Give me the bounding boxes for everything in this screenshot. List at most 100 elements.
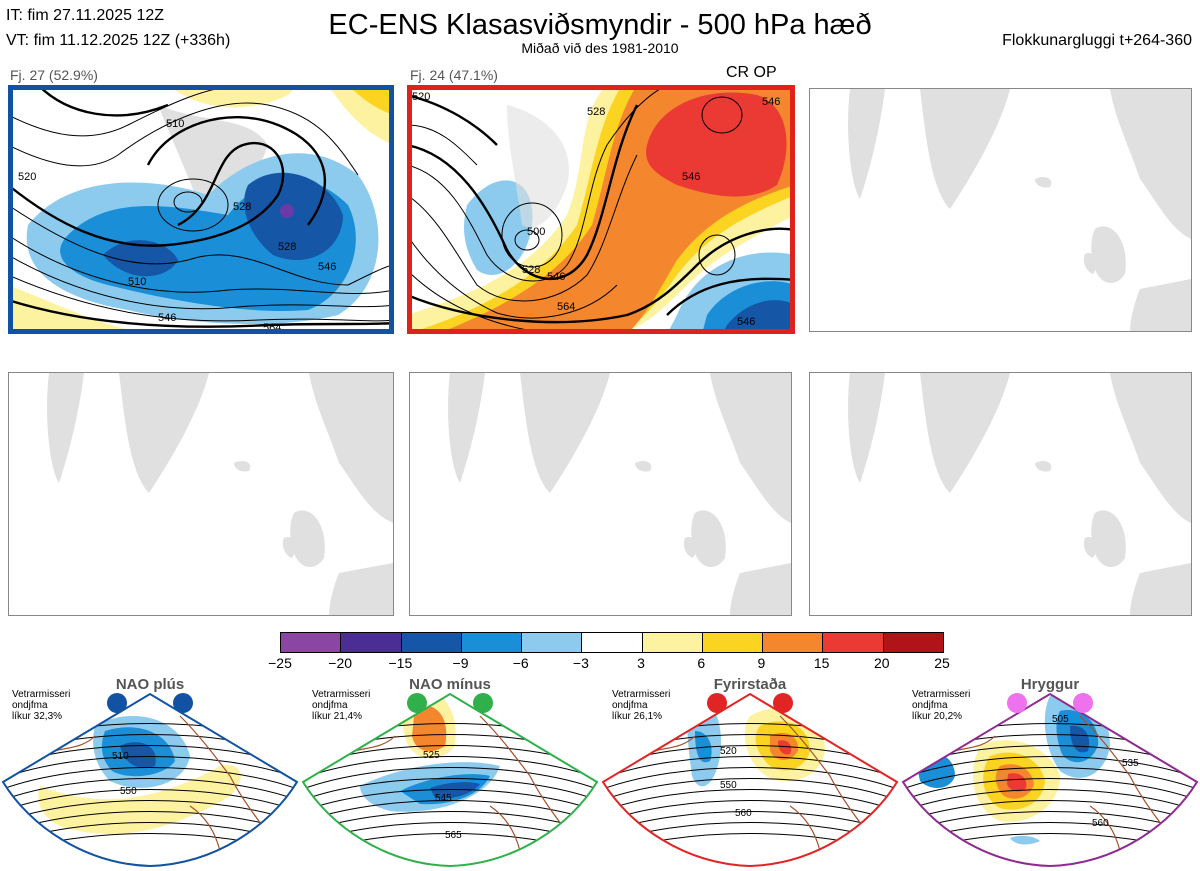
chart-subtitle: Miðað við des 1981-2010: [521, 40, 679, 56]
regime-title: Hryggur: [1020, 676, 1080, 693]
regime-panel: 510 550 NAO plús Vetrarmisseri ondjfma líkur …: [0, 676, 300, 871]
contour-label: 528: [233, 201, 251, 213]
regime-contour-label: 545: [435, 793, 452, 804]
colorbar-tick-label: 9: [757, 655, 766, 671]
colorbar-tick-label: 15: [813, 655, 830, 671]
regime-probability-note: Vetrarmisseri ondjfma líkur 20,2%: [912, 689, 992, 722]
contour-label: 528: [522, 264, 540, 276]
colorbar-swatch: [822, 633, 883, 652]
empty-cluster-map: [409, 372, 792, 616]
cluster-1-map: 510 520 528 528 546 546 564 510: [8, 85, 394, 334]
regime-contour-label: 560: [1092, 818, 1109, 829]
regime-contour-label: 505: [1052, 714, 1069, 725]
regime-probability-note: Vetrarmisseri ondjfma líkur 21,4%: [312, 689, 392, 722]
regime-contour-label: 510: [112, 751, 129, 762]
cluster-2-map: 528 546 500 528 546 564 546 520 546: [407, 85, 795, 334]
regime-note-line: Vetrarmisseri: [312, 689, 371, 700]
contour-line: [303, 767, 597, 791]
regime-marker-dot: [473, 693, 493, 713]
colorbar-tick-label: −6: [512, 655, 529, 671]
contour-label: 528: [587, 106, 605, 118]
valid-time-label: VT: fim 11.12.2025 12Z (+336h): [6, 32, 231, 49]
anomaly-area: [695, 731, 712, 763]
regime-marker-dot: [1073, 693, 1093, 713]
contour-label: 546: [737, 316, 755, 328]
colorbar-tick-label: −3: [572, 655, 589, 671]
contour-line: [903, 789, 1197, 813]
regime-contour-label: 525: [423, 750, 440, 761]
regime-contour-label: 550: [120, 786, 137, 797]
contour-label: 510: [166, 118, 184, 130]
regime-contour-label: 535: [1122, 758, 1139, 769]
empty-cluster-map: [8, 372, 394, 616]
cluster-1-label: Fj. 27 (52.9%): [10, 67, 98, 83]
colorbar-tick-label: 3: [637, 655, 645, 671]
contour-line: [303, 778, 597, 802]
contour-label: 510: [128, 276, 146, 288]
colorbar-tick-labels: −25 −20 −15 −9 −6 −3 3 6 9 15 20 25: [268, 655, 950, 673]
regime-contour-label: 560: [735, 808, 752, 819]
anomaly-area: [412, 705, 447, 752]
regime-note-line: líkur 20,2%: [912, 711, 963, 722]
classification-window-label: Flokkunargluggi t+264-360: [1002, 32, 1192, 49]
regime-note-line: líkur 21,4%: [312, 711, 363, 722]
contour-label: 500: [527, 226, 545, 238]
contour-line: [603, 756, 897, 780]
regime-map: 520 550 560: [601, 692, 899, 868]
contour-label: 546: [762, 96, 780, 108]
colorbar-swatch: [641, 633, 702, 652]
empty-cluster-map: [809, 372, 1192, 616]
regime-title: Fyrirstaða: [713, 676, 787, 693]
colorbar-swatch: [460, 633, 522, 652]
colorbar-tick-label: −9: [452, 655, 469, 671]
colorbar-swatch: [281, 633, 341, 652]
contour-line: [303, 789, 597, 813]
regime-frame: [301, 692, 599, 868]
contour-line: [3, 756, 297, 780]
anomaly-area: [778, 740, 792, 755]
cluster-2-label: Fj. 24 (47.1%): [410, 67, 498, 83]
colorbar-tick-label: −25: [268, 655, 292, 671]
contour-label: 546: [158, 312, 176, 324]
contour-label: 520: [412, 91, 430, 103]
colorbar-swatch: [882, 633, 943, 652]
empty-cluster-map: [809, 88, 1192, 332]
anomaly-area: [1010, 835, 1040, 845]
contour-line: [603, 778, 897, 802]
regime-note-line: líkur 26,1%: [612, 711, 663, 722]
regime-note-line: ondjfma: [12, 700, 48, 711]
colorbar-swatch: [521, 633, 582, 652]
contour-line: [903, 778, 1197, 802]
contour-label: 546: [682, 171, 700, 183]
chart-title: EC-ENS Klasasviðsmyndir - 500 hPa hæð: [328, 9, 872, 41]
contour-label: 528: [278, 241, 296, 253]
regime-contour-label: 550: [720, 780, 737, 791]
regime-contour-label: 520: [720, 746, 737, 757]
regime-panel: 505 535 560 Hryggur Vetrarmisseri ondjfma líku…: [900, 676, 1200, 871]
regime-probability-note: Vetrarmisseri ondjfma líkur 26,1%: [612, 689, 692, 722]
regime-contour-label: 565: [445, 830, 462, 841]
contour-label: 546: [547, 271, 565, 283]
contour-line: [3, 767, 297, 791]
regime-note-line: ondjfma: [312, 700, 348, 711]
colorbar: [280, 632, 944, 653]
colorbar-swatch: [581, 633, 642, 652]
colorbar-swatch: [340, 633, 401, 652]
regime-map: 510 550: [1, 692, 299, 868]
regime-note-line: ondjfma: [612, 700, 648, 711]
contour-line: [303, 800, 597, 824]
colorbar-tick-label: −20: [328, 655, 353, 671]
colorbar-swatch: [400, 633, 461, 652]
contour-line: [603, 789, 897, 813]
regime-title: NAO plús: [115, 676, 185, 693]
regime-map: 505 535 560: [901, 692, 1199, 868]
regime-frame: [901, 692, 1199, 868]
contour-line: [903, 800, 1197, 824]
regime-marker-dot: [707, 693, 727, 713]
contour-label: 564: [557, 301, 575, 313]
regime-marker-dot: [1007, 693, 1027, 713]
contour-line: [3, 789, 297, 813]
regime-note-line: Vetrarmisseri: [12, 689, 71, 700]
cluster-1-frame: [8, 85, 394, 334]
regime-note-line: líkur 32,3%: [12, 711, 63, 722]
